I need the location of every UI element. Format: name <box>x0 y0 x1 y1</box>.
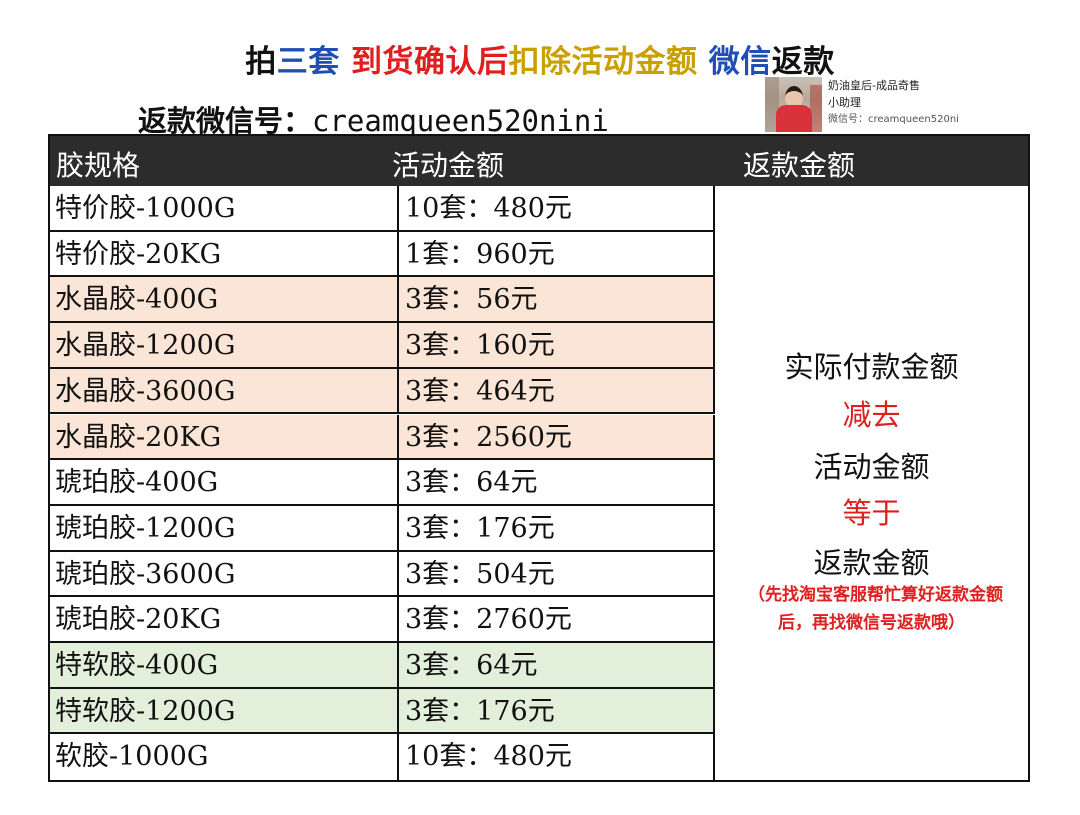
avatar <box>765 77 822 132</box>
formula-line-3: 活动金额 <box>813 450 930 484</box>
cell-spec: 琥珀胶-20KG <box>50 597 399 643</box>
cell-amount: 3套：464元 <box>399 368 715 415</box>
cell-spec: 水晶胶-20KG <box>50 414 399 461</box>
wechat-contact-card: 奶油皇后-成品奇售 小助理 微信号：creamqueen520ni <box>762 77 1022 133</box>
table-row: 水晶胶-400G 3套：56元 <box>50 277 715 324</box>
header-spec: 胶规格 <box>56 149 141 182</box>
table-row: 特价胶-1000G 10套：480元 <box>50 186 715 232</box>
cell-spec: 水晶胶-3600G <box>50 368 399 415</box>
cell-amount: 3套：176元 <box>399 688 715 735</box>
contact-card-text: 奶油皇后-成品奇售 小助理 微信号：creamqueen520ni <box>828 77 959 128</box>
cell-amount: 3套：64元 <box>399 460 715 506</box>
formula-note-1: （先找淘宝客服帮忙算好返款金额 <box>748 585 1003 605</box>
wechat-line: 返款微信号：creamqueen520nini <box>138 98 609 140</box>
cell-spec: 琥珀胶-3600G <box>50 551 399 598</box>
table-row: 琥珀胶-400G 3套：64元 <box>50 460 715 506</box>
cell-amount: 3套：64元 <box>399 643 715 689</box>
cell-amount: 3套：160元 <box>399 323 715 369</box>
headline-part-4: 扣除活动金额 <box>508 44 698 80</box>
headline-part-6: 返款 <box>771 44 835 80</box>
cell-spec: 水晶胶-1200G <box>50 323 399 369</box>
table-row: 特软胶-1200G 3套：176元 <box>50 688 715 735</box>
table-row: 特价胶-20KG 1套：960元 <box>50 231 715 278</box>
contact-name: 奶油皇后-成品奇售 <box>828 79 920 92</box>
formula-line-4: 等于 <box>842 496 901 530</box>
wechat-id: creamqueen520nini <box>312 104 609 138</box>
rebate-formula-cell: 实际付款金额 减去 活动金额 等于 返款金额 （先找淘宝客服帮忙算好返款金额 后… <box>715 186 1028 780</box>
header-rebate: 返款金额 <box>743 149 856 182</box>
rebate-table: 胶规格 活动金额 返款金额 特价胶-1000G 10套：480元 特价胶-20KG 1… <box>48 134 1030 782</box>
headline-part-5: 微信 <box>708 44 772 80</box>
cell-spec: 水晶胶-400G <box>50 277 399 324</box>
contact-wechat-id: 微信号：creamqueen520ni <box>828 114 959 125</box>
cell-spec: 特价胶-1000G <box>50 186 399 232</box>
cell-amount: 3套：176元 <box>399 505 715 552</box>
cell-amount: 3套：56元 <box>399 277 715 324</box>
cell-spec: 特价胶-20KG <box>50 231 399 278</box>
headline-part-2: 三套 <box>276 44 340 80</box>
table-row: 琥珀胶-1200G 3套：176元 <box>50 505 715 552</box>
formula-note-2: 后，再找微信号返款哦） <box>778 613 965 633</box>
cell-amount: 3套：504元 <box>399 551 715 598</box>
table-row: 琥珀胶-20KG 3套：2760元 <box>50 597 715 643</box>
wechat-label: 返款微信号： <box>138 104 313 138</box>
formula-line-5: 返款金额 <box>813 546 930 580</box>
table-row: 软胶-1000G 10套：480元 <box>50 734 715 781</box>
cell-amount: 10套：480元 <box>399 734 715 781</box>
table-header: 胶规格 活动金额 返款金额 <box>50 136 1028 186</box>
contact-role: 小助理 <box>828 96 861 109</box>
table-row: 水晶胶-3600G 3套：464元 <box>50 368 715 415</box>
cell-amount: 10套：480元 <box>399 186 715 232</box>
table-row: 水晶胶-1200G 3套：160元 <box>50 323 715 369</box>
cell-spec: 特软胶-400G <box>50 643 399 689</box>
cell-spec: 软胶-1000G <box>50 734 399 781</box>
headline-part-1: 拍 <box>245 44 277 80</box>
cell-spec: 特软胶-1200G <box>50 688 399 735</box>
cell-amount: 1套：960元 <box>399 231 715 278</box>
formula-line-2: 减去 <box>842 398 901 432</box>
formula-line-1: 实际付款金额 <box>784 350 959 384</box>
cell-spec: 琥珀胶-400G <box>50 460 399 506</box>
table-row: 琥珀胶-3600G 3套：504元 <box>50 551 715 598</box>
table-row: 水晶胶-20KG 3套：2560元 <box>50 414 715 461</box>
headline-part-3: 到货确认后 <box>351 44 509 80</box>
cell-spec: 琥珀胶-1200G <box>50 505 399 552</box>
headline: 拍三套 到货确认后扣除活动金额 微信返款 <box>0 36 1080 81</box>
cell-amount: 3套：2760元 <box>399 597 715 643</box>
header-amount: 活动金额 <box>392 149 505 182</box>
cell-amount: 3套：2560元 <box>399 414 715 461</box>
table-row: 特软胶-400G 3套：64元 <box>50 643 715 689</box>
